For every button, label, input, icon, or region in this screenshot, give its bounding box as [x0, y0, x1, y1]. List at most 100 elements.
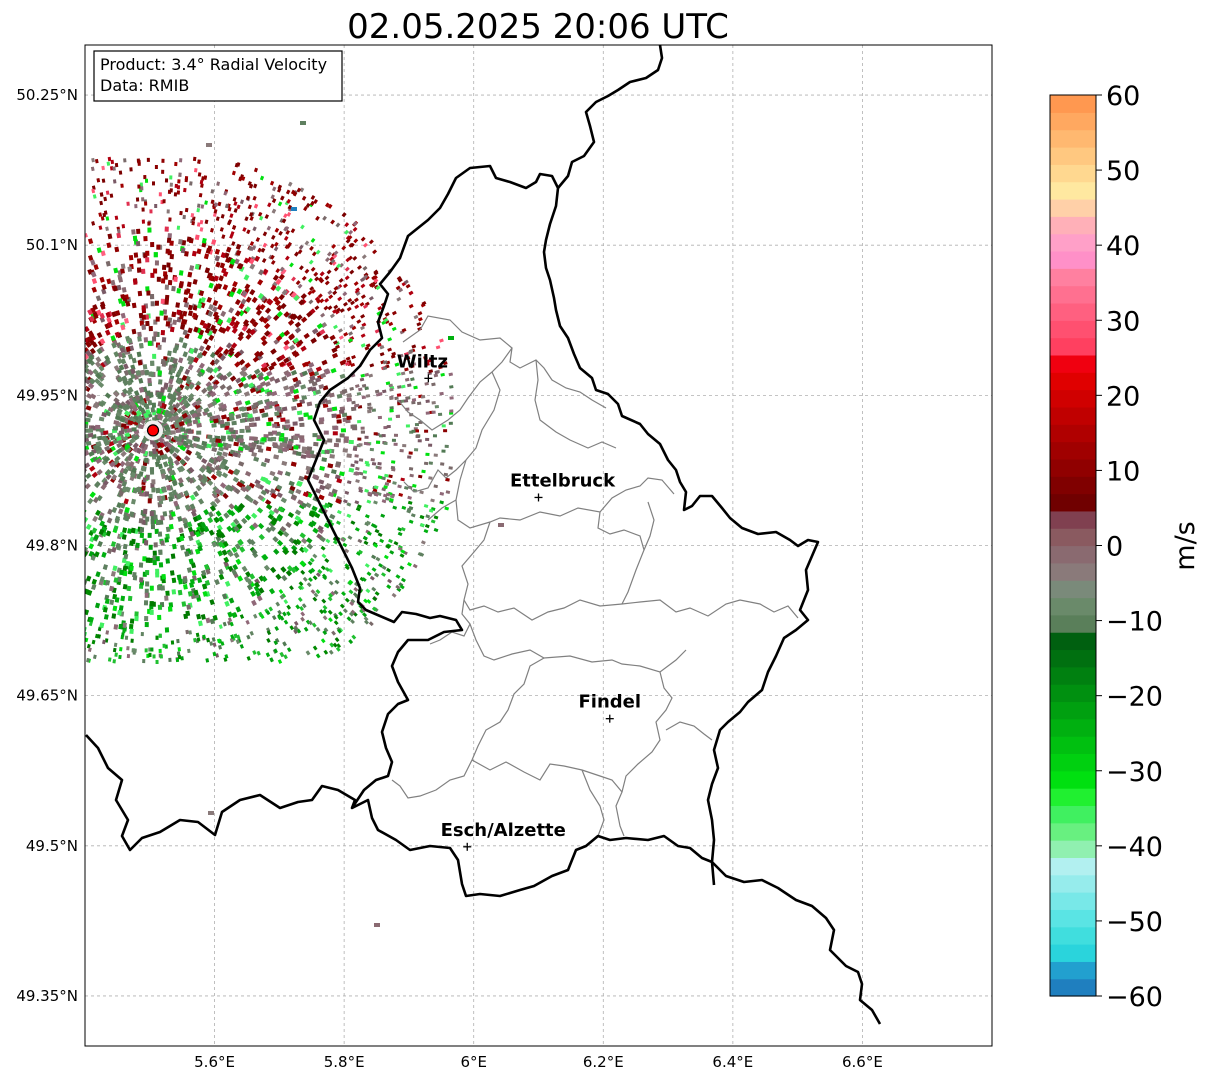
y-tick-label: 49.65°N: [16, 687, 78, 705]
map-frame: [84, 44, 993, 1047]
colorbar-swatch: [1050, 944, 1096, 962]
colorbar-swatch: [1050, 840, 1096, 858]
colorbar-swatch: [1050, 372, 1096, 391]
colorbar-swatch: [1050, 666, 1096, 685]
colorbar-swatch: [1050, 701, 1096, 720]
colorbar-swatch: [1050, 718, 1096, 737]
colorbar: 60 50 40 30 20 10 0 −10 −20 −30 −40 −50 −60: [1049, 81, 1163, 1013]
colorbar-swatch: [1050, 216, 1096, 235]
colorbar-swatch: [1050, 805, 1096, 824]
city-label: Ettelbruck: [510, 470, 616, 491]
colorbar-swatch: [1050, 892, 1096, 910]
figure-title: 02.05.2025 20:06 UTC: [347, 7, 729, 47]
colorbar-swatch: [1050, 302, 1096, 321]
city-wiltz: Wiltz: [397, 351, 448, 383]
colorbar-tick-label: 10: [1106, 456, 1140, 487]
colorbar-swatch: [1050, 753, 1096, 772]
colorbar-swatch: [1050, 424, 1096, 443]
colorbar-swatch: [1050, 268, 1096, 287]
city-findel: Findel: [578, 692, 641, 723]
colorbar-swatch: [1050, 874, 1096, 893]
colorbar-swatch: [1050, 441, 1096, 460]
colorbar-swatch: [1050, 95, 1096, 113]
colorbar-tick-label: −20: [1106, 682, 1163, 713]
colorbar-swatch: [1050, 632, 1096, 651]
colorbar-swatch: [1050, 320, 1096, 339]
colorbar-swatch: [1050, 961, 1096, 980]
colorbar-tick-label: −10: [1106, 607, 1163, 638]
radar-echoes: [85, 121, 504, 927]
colorbar-swatch: [1050, 354, 1096, 373]
country-borders: [85, 45, 882, 1025]
colorbar-swatch: [1050, 822, 1096, 841]
city-markers: Wiltz Ettelbruck Findel Esch/Alzette: [397, 351, 641, 851]
colorbar-swatch: [1050, 736, 1096, 755]
colorbar-swatch: [1050, 493, 1096, 512]
info-data-source: Data: RMIB: [100, 76, 189, 95]
colorbar-tick-label: 0: [1106, 532, 1123, 563]
x-tick-label: 5.8°E: [324, 1053, 365, 1071]
colorbar-swatch: [1050, 857, 1096, 876]
colorbar-swatch: [1050, 649, 1096, 668]
colorbar-swatch: [1050, 978, 1096, 997]
y-tick-label: 49.35°N: [16, 987, 78, 1005]
colorbar-swatch: [1050, 198, 1096, 217]
colorbar-tick-label: 40: [1106, 231, 1140, 262]
colorbar-swatch: [1050, 164, 1096, 183]
colorbar-swatch: [1050, 406, 1096, 425]
colorbar-swatch: [1050, 909, 1096, 928]
info-box: Product: 3.4° Radial Velocity Data: RMIB: [93, 50, 343, 102]
map-axis-ticks: 5.6°E 5.8°E 6°E 6.2°E 6.4°E 6.6°E 50.25°N 50.1°…: [16, 86, 883, 1071]
colorbar-swatch: [1050, 545, 1096, 564]
canton-boundaries: [391, 315, 799, 837]
colorbar-swatch: [1050, 250, 1096, 269]
colorbar-swatch: [1050, 337, 1096, 356]
colorbar-swatch: [1050, 528, 1096, 547]
colorbar-tick-label: −30: [1106, 757, 1163, 788]
colorbar-swatch: [1050, 233, 1096, 252]
city-ettelbruck: Ettelbruck: [510, 470, 616, 502]
colorbar-tick-label: 50: [1106, 156, 1140, 187]
colorbar-swatch: [1050, 181, 1096, 200]
colorbar-tick-label: −40: [1106, 832, 1163, 863]
x-tick-label: 6°E: [460, 1053, 487, 1071]
colorbar-tick-label: 60: [1106, 81, 1140, 112]
map-content: Wiltz Ettelbruck Findel Esch/Alzette: [85, 45, 882, 1025]
colorbar-tick-label: −50: [1106, 907, 1163, 938]
colorbar-label: m/s: [1170, 521, 1201, 570]
info-box-frame: [93, 50, 343, 102]
x-tick-label: 6.6°E: [842, 1053, 883, 1071]
x-tick-label: 6.4°E: [712, 1053, 753, 1071]
colorbar-tick-label: 30: [1106, 306, 1140, 337]
colorbar-swatch: [1050, 476, 1096, 495]
colorbar-swatch: [1050, 684, 1096, 703]
colorbar-swatch: [1050, 285, 1096, 304]
colorbar-swatch: [1050, 926, 1096, 945]
colorbar-swatch: [1050, 614, 1096, 633]
colorbar-swatch: [1050, 458, 1096, 477]
colorbar-tick-label: 20: [1106, 381, 1140, 412]
y-tick-label: 49.95°N: [16, 386, 78, 404]
y-tick-label: 49.5°N: [26, 837, 78, 855]
colorbar-swatch: [1050, 597, 1096, 616]
colorbar-tick-label: −60: [1106, 982, 1163, 1013]
info-product: Product: 3.4° Radial Velocity: [100, 55, 327, 74]
city-label: Wiltz: [397, 351, 448, 372]
y-tick-label: 50.1°N: [26, 236, 78, 254]
city-esch-alzette: Esch/Alzette: [441, 820, 566, 851]
colorbar-swatch: [1050, 510, 1096, 529]
colorbar-swatch: [1050, 788, 1096, 807]
city-label: Esch/Alzette: [441, 820, 566, 841]
colorbar-swatch: [1050, 146, 1096, 165]
colorbar-swatch: [1050, 580, 1096, 599]
colorbar-swatch: [1050, 112, 1096, 131]
colorbar-swatch: [1050, 129, 1096, 148]
colorbar-swatch: [1050, 389, 1096, 408]
colorbar-swatch: [1050, 562, 1096, 581]
city-label: Findel: [578, 692, 641, 713]
colorbar-swatch: [1050, 770, 1096, 789]
y-tick-label: 49.8°N: [26, 537, 78, 555]
radar-site-marker: [146, 424, 160, 437]
x-tick-label: 6.2°E: [583, 1053, 624, 1071]
